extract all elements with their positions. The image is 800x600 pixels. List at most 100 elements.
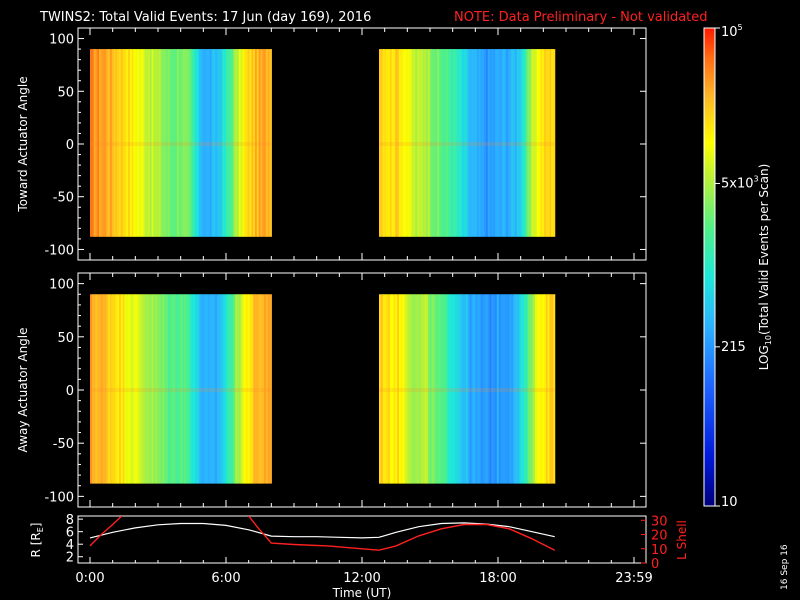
heatmap-cell [195, 294, 198, 484]
heatmap-cell [244, 49, 247, 237]
heatmap-cell [111, 49, 115, 237]
heatmap-cell [129, 294, 133, 484]
heatmap-cell [389, 294, 393, 484]
heatmap-cell [209, 294, 213, 484]
heatmap-cell [231, 294, 234, 484]
heatmap-cell [522, 294, 525, 484]
heatmap-cell [249, 49, 252, 237]
heatmap-cell [431, 49, 434, 237]
lshell-axis-label: L Shell [675, 520, 689, 560]
heatmap-cell [119, 294, 122, 484]
heatmap-cell [415, 49, 418, 237]
heatmap-cell [444, 49, 447, 237]
heatmap-cell [475, 294, 478, 484]
heatmap-cell [178, 49, 182, 237]
heatmap-cell [456, 49, 460, 237]
panel-away-axis: 100 50 0 -50 -100 [44, 273, 646, 507]
heatmap-cell [417, 49, 420, 237]
heatmap-cell [215, 49, 218, 237]
heatmap-cell [442, 294, 445, 484]
heatmap-cell [458, 49, 462, 237]
heatmap-cell [482, 49, 485, 237]
heatmap-cell [158, 294, 162, 484]
heatmap-cell [95, 294, 98, 484]
heatmap-cell [256, 294, 260, 484]
heatmap-cell [117, 294, 120, 484]
heatmap-cell [255, 49, 258, 237]
heatmap-cell [193, 49, 196, 237]
heatmap-cell [113, 294, 116, 484]
heatmap-cell [173, 49, 176, 237]
heatmap-cell [137, 294, 140, 484]
heatmap-cell [420, 49, 424, 237]
heatmap-cell [542, 294, 545, 484]
heatmap-cell [93, 294, 97, 484]
heatmap-cell [262, 49, 265, 237]
heatmap-cell [516, 294, 520, 484]
heatmap-cell [489, 49, 493, 237]
colorbar-tick-label: 215 [721, 340, 746, 355]
heatmap-cell [262, 294, 265, 484]
heatmap-cell [255, 294, 258, 484]
heatmap-cell [200, 49, 204, 237]
heatmap-cell [384, 294, 387, 484]
heatmap-cell [231, 49, 234, 237]
heatmap-cell [505, 49, 509, 237]
heatmap-cell [393, 49, 396, 237]
heatmap-cell [524, 294, 527, 484]
heatmap-cell [424, 49, 427, 237]
heatmap-cell [220, 49, 223, 237]
heatmap-cell [511, 294, 514, 484]
time-tick-label: 0:00 [75, 571, 104, 586]
heatmap-cell [124, 294, 127, 484]
heatmap-cell [420, 294, 424, 484]
heatmap-cell [415, 294, 418, 484]
zero-angle-band [90, 388, 272, 392]
heatmap-cell [187, 294, 191, 484]
heatmap-cell [451, 49, 454, 237]
heatmap-cell [258, 49, 262, 237]
heatmap-cell [469, 49, 473, 237]
heatmap-cell [444, 294, 447, 484]
heatmap-cell [269, 294, 272, 484]
heatmap-cell [431, 294, 434, 484]
heatmap-cell [438, 49, 442, 237]
heatmap-cell [244, 294, 247, 484]
heatmap-cell [520, 49, 523, 237]
heatmap-cell [113, 49, 116, 237]
heatmap-cell [140, 49, 144, 237]
heatmap-cell [202, 294, 205, 484]
heatmap-cell [398, 294, 402, 484]
heatmap-cell [553, 49, 556, 237]
heatmap-cell [251, 49, 254, 237]
heatmap-cell [527, 49, 531, 237]
heatmap-cell [265, 49, 269, 237]
heatmap-cell [467, 49, 471, 237]
ytick-label: 100 [49, 278, 74, 293]
heatmap-cell [417, 294, 420, 484]
heatmap-cell [500, 49, 503, 237]
heatmap-cell [240, 49, 243, 237]
heatmap-cell [496, 294, 500, 484]
time-axis-label: Time (UT) [332, 586, 392, 600]
heatmap-cell [117, 49, 120, 237]
heatmap-cell [379, 49, 382, 237]
heatmap-cell [534, 294, 538, 484]
heatmap-cell [411, 294, 415, 484]
heatmap-cell [155, 294, 158, 484]
colorbar-ticks: 10 215 5x103 105 [715, 23, 759, 510]
heatmap-cell [242, 49, 245, 237]
panel-orbit-frame [77, 515, 647, 564]
heatmap-cell [395, 49, 398, 237]
heatmap-cell [157, 294, 160, 484]
heatmap-cell [400, 49, 404, 237]
heatmap-cell [187, 49, 191, 237]
heatmap-cell [146, 294, 149, 484]
heatmap-cell [478, 49, 482, 237]
heatmap-cell [413, 294, 416, 484]
heatmap-cell [544, 294, 547, 484]
heatmap-cell [236, 49, 240, 237]
heatmap-cell [144, 294, 147, 484]
heatmap-cell [476, 294, 480, 484]
heatmap-cell [91, 49, 95, 237]
